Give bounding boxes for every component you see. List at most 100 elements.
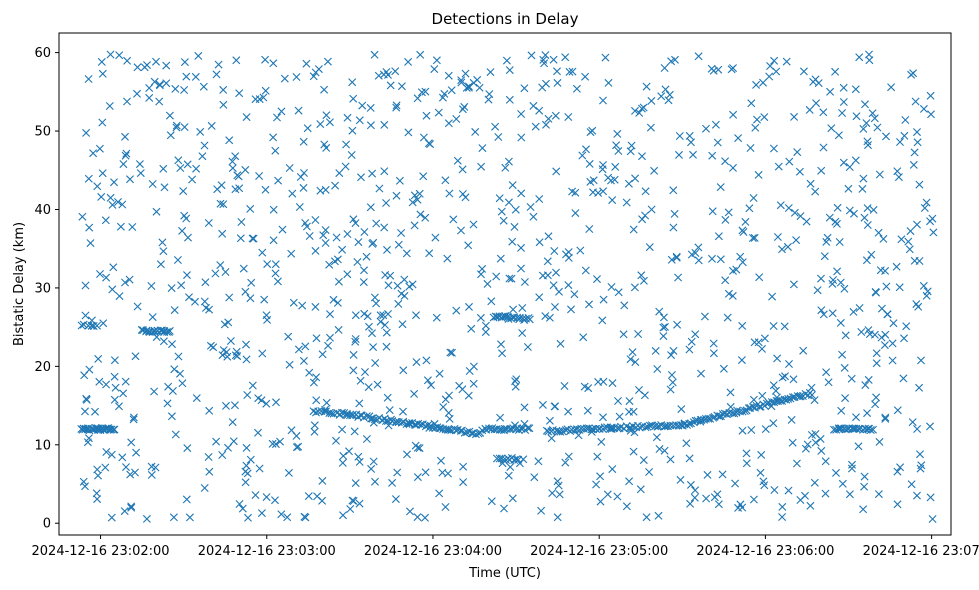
data-point bbox=[828, 309, 837, 318]
data-point bbox=[242, 113, 251, 122]
data-point bbox=[851, 85, 860, 94]
data-point bbox=[882, 132, 890, 141]
data-point bbox=[171, 430, 180, 439]
data-point bbox=[355, 499, 364, 508]
data-point bbox=[598, 165, 607, 174]
data-point bbox=[538, 400, 547, 409]
data-point bbox=[685, 454, 694, 463]
data-point bbox=[645, 468, 654, 476]
data-point bbox=[416, 50, 425, 59]
y-axis: 0 10 20 30 40 50 60 bbox=[34, 46, 59, 532]
data-point bbox=[207, 121, 216, 130]
data-point bbox=[661, 322, 669, 331]
data-point bbox=[740, 407, 749, 415]
data-point bbox=[381, 321, 389, 329]
data-point bbox=[380, 120, 389, 129]
data-point bbox=[219, 346, 228, 355]
data-point bbox=[844, 184, 853, 193]
data-point bbox=[738, 426, 747, 435]
data-point bbox=[487, 297, 496, 306]
data-point bbox=[825, 213, 834, 222]
data-point bbox=[321, 226, 330, 235]
data-point bbox=[410, 389, 419, 398]
data-point bbox=[635, 386, 643, 394]
data-point bbox=[127, 503, 136, 512]
data-point bbox=[316, 186, 325, 195]
data-point bbox=[613, 129, 622, 138]
data-point bbox=[872, 349, 881, 358]
data-point bbox=[719, 364, 728, 373]
data-point bbox=[320, 140, 329, 149]
x-tick-label: 2024-12-16 23:05:00 bbox=[530, 544, 668, 559]
data-point bbox=[283, 513, 292, 522]
data-point bbox=[821, 489, 830, 498]
data-point bbox=[854, 442, 863, 451]
data-point bbox=[345, 447, 353, 456]
data-point bbox=[119, 160, 128, 169]
data-point bbox=[660, 64, 669, 72]
data-point bbox=[361, 368, 369, 376]
data-point bbox=[93, 495, 102, 504]
data-point bbox=[833, 203, 842, 212]
data-point bbox=[840, 363, 849, 372]
data-point bbox=[861, 100, 869, 109]
data-point bbox=[461, 69, 470, 78]
data-point bbox=[875, 437, 884, 446]
data-point bbox=[135, 160, 144, 169]
data-point bbox=[239, 264, 248, 273]
data-point bbox=[180, 58, 189, 67]
data-point bbox=[273, 113, 281, 122]
data-point bbox=[614, 288, 623, 297]
data-point bbox=[723, 313, 732, 322]
data-point bbox=[498, 349, 507, 358]
data-point bbox=[261, 55, 270, 64]
data-point bbox=[194, 51, 203, 60]
data-point bbox=[608, 379, 617, 388]
data-point bbox=[319, 231, 328, 240]
data-point bbox=[504, 198, 513, 207]
data-point bbox=[741, 217, 750, 226]
data-point bbox=[102, 380, 111, 389]
data-point bbox=[728, 291, 737, 300]
data-point bbox=[710, 493, 719, 502]
data-point bbox=[511, 205, 520, 214]
data-point bbox=[691, 330, 700, 339]
data-point bbox=[753, 115, 761, 124]
data-point bbox=[585, 159, 594, 168]
data-point bbox=[322, 398, 331, 407]
data-point bbox=[907, 480, 916, 489]
data-point bbox=[639, 103, 648, 112]
data-point bbox=[381, 271, 390, 279]
data-point bbox=[351, 479, 360, 488]
data-point bbox=[107, 513, 116, 522]
x-tick-label: 2024-12-16 23:03:00 bbox=[198, 544, 336, 559]
data-point bbox=[271, 269, 280, 278]
data-point bbox=[585, 225, 594, 233]
data-point bbox=[376, 317, 385, 326]
data-point bbox=[492, 425, 501, 434]
data-point bbox=[759, 477, 768, 486]
data-point bbox=[823, 233, 832, 242]
data-point bbox=[258, 248, 267, 257]
data-point bbox=[246, 204, 255, 213]
data-point bbox=[761, 425, 770, 434]
data-point bbox=[706, 414, 715, 423]
data-point bbox=[115, 292, 124, 301]
data-point bbox=[520, 403, 529, 412]
y-tick-label: 40 bbox=[34, 203, 51, 218]
data-point bbox=[810, 478, 819, 487]
data-point bbox=[596, 497, 605, 506]
data-point bbox=[874, 490, 883, 499]
data-point bbox=[191, 72, 200, 81]
data-point bbox=[398, 320, 407, 329]
data-point bbox=[397, 82, 406, 91]
data-point bbox=[102, 448, 111, 456]
data-point bbox=[435, 369, 444, 378]
data-point bbox=[93, 465, 102, 474]
data-point bbox=[647, 205, 656, 214]
data-point bbox=[755, 273, 764, 282]
data-point bbox=[824, 378, 833, 387]
data-point bbox=[669, 346, 678, 355]
data-point bbox=[746, 144, 755, 152]
data-point bbox=[419, 133, 428, 142]
